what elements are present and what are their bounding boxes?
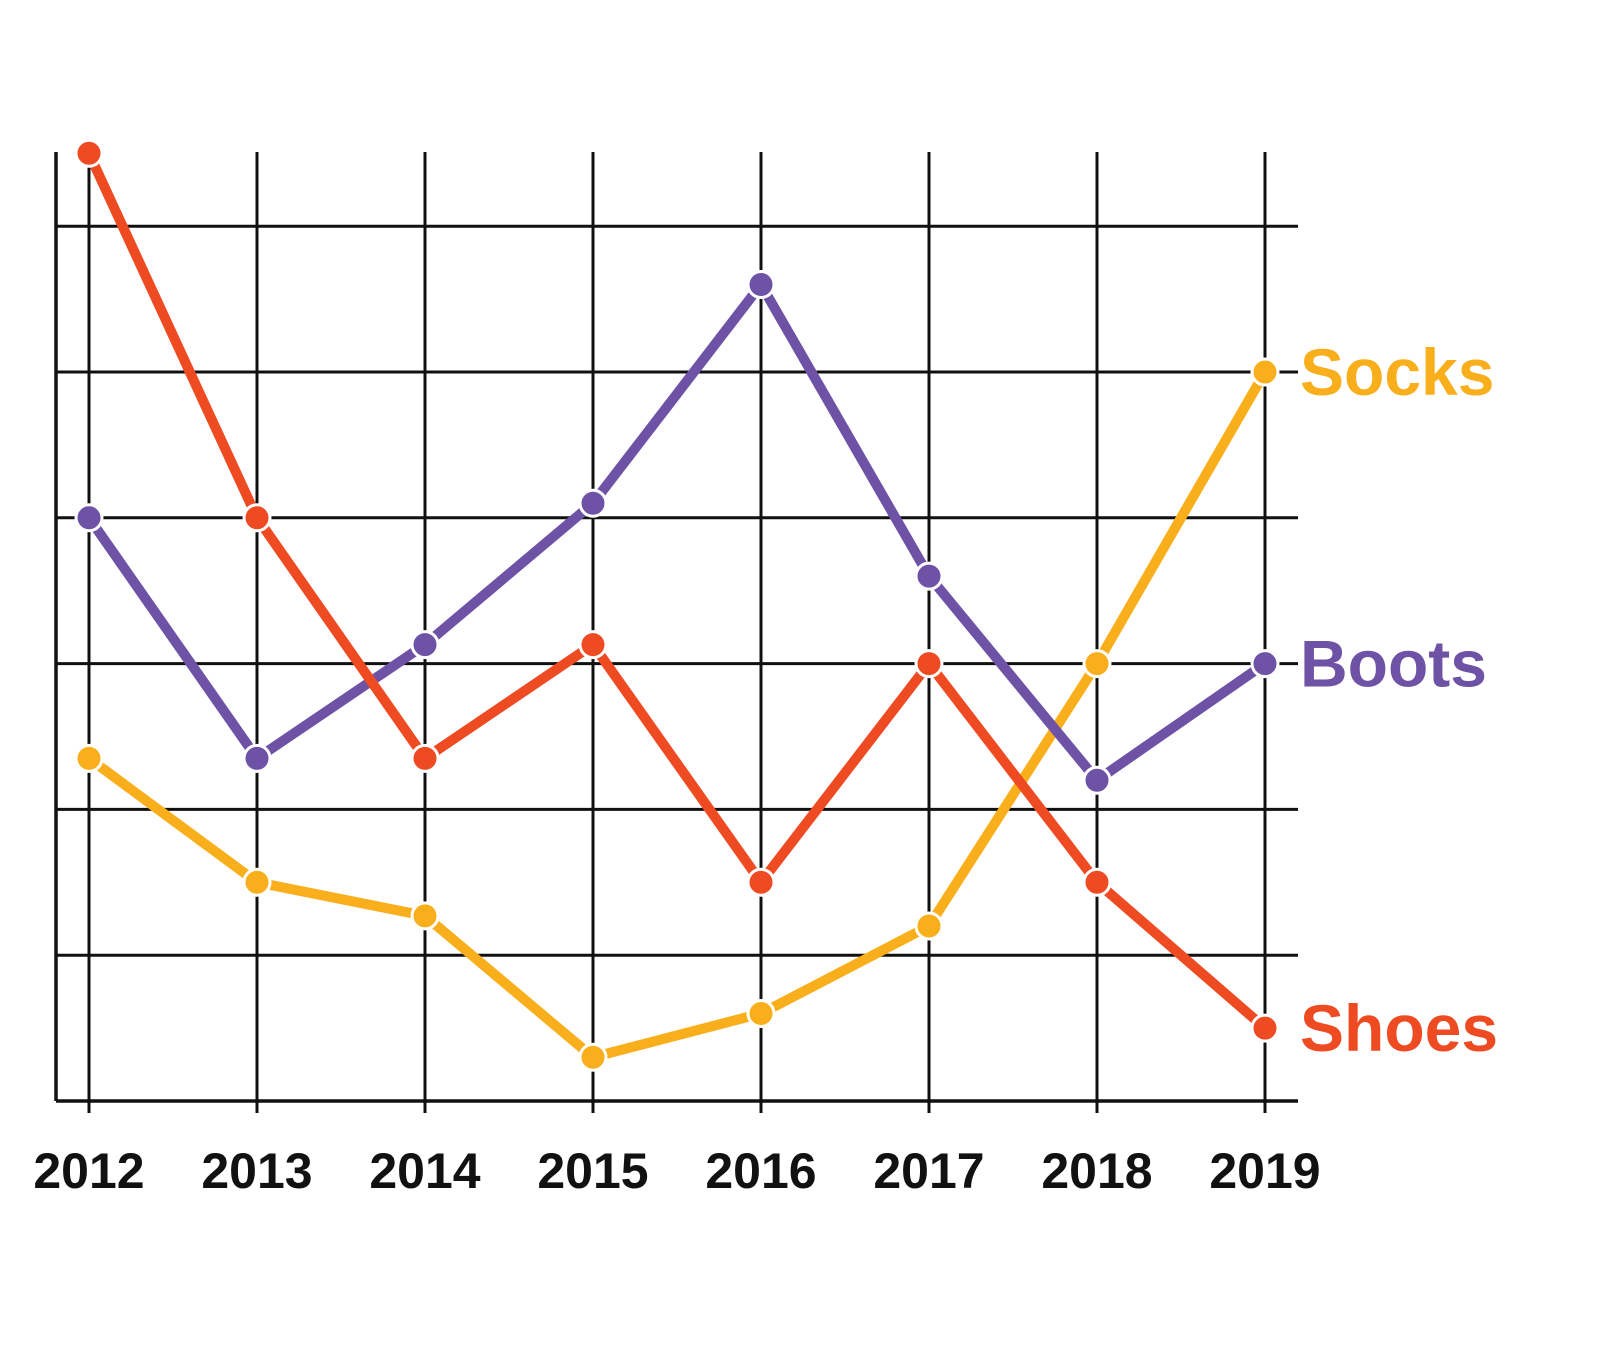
x-tick-label-2012: 2012 xyxy=(33,1143,144,1199)
data-point-shoes-2014 xyxy=(410,743,440,773)
data-point-boots-2014 xyxy=(410,630,440,660)
x-tick-label-2015: 2015 xyxy=(537,1143,648,1199)
data-point-boots-2017 xyxy=(914,561,944,591)
x-tick-label-2017: 2017 xyxy=(873,1143,984,1199)
series-label-boots: Boots xyxy=(1300,627,1487,701)
data-point-shoes-2018 xyxy=(1082,867,1112,897)
data-point-boots-2018 xyxy=(1082,765,1112,795)
x-tick-label-2014: 2014 xyxy=(369,1143,480,1199)
chart-axes xyxy=(54,152,1298,1103)
x-tick-label-2018: 2018 xyxy=(1041,1143,1152,1199)
data-point-boots-2012 xyxy=(74,503,104,533)
data-point-boots-2019 xyxy=(1250,649,1280,679)
series-label-shoes: Shoes xyxy=(1300,991,1498,1065)
data-point-shoes-2012 xyxy=(74,138,104,168)
data-point-shoes-2019 xyxy=(1250,1013,1280,1043)
data-point-shoes-2013 xyxy=(242,503,272,533)
data-point-boots-2016 xyxy=(746,270,776,300)
data-point-boots-2013 xyxy=(242,743,272,773)
series-line-shoes xyxy=(84,148,1270,1034)
data-point-socks-2016 xyxy=(746,999,776,1029)
data-point-shoes-2015 xyxy=(578,630,608,660)
series-boots xyxy=(74,270,1280,795)
data-point-boots-2015 xyxy=(578,488,608,518)
data-point-shoes-2016 xyxy=(746,867,776,897)
series-line-socks xyxy=(84,367,1270,1063)
data-point-socks-2014 xyxy=(410,901,440,931)
series-label-socks: Socks xyxy=(1300,335,1494,409)
x-tick-label-2013: 2013 xyxy=(201,1143,312,1199)
x-tick-labels: 2012 2013 2014 2015 2016 2017 2018 2019 xyxy=(33,1143,1320,1199)
data-point-socks-2019 xyxy=(1250,357,1280,387)
data-point-socks-2017 xyxy=(914,911,944,941)
series-line-boots xyxy=(84,279,1270,786)
x-tick-label-2016: 2016 xyxy=(705,1143,816,1199)
data-point-socks-2015 xyxy=(578,1042,608,1072)
data-point-shoes-2017 xyxy=(914,649,944,679)
series-shoes xyxy=(74,138,1280,1043)
series-labels: Socks Boots Shoes xyxy=(1300,335,1498,1065)
data-point-socks-2018 xyxy=(1082,649,1112,679)
chart-series xyxy=(74,138,1280,1072)
x-tick-label-2019: 2019 xyxy=(1209,1143,1320,1199)
series-socks xyxy=(74,357,1280,1072)
data-point-socks-2013 xyxy=(242,867,272,897)
data-point-socks-2012 xyxy=(74,743,104,773)
